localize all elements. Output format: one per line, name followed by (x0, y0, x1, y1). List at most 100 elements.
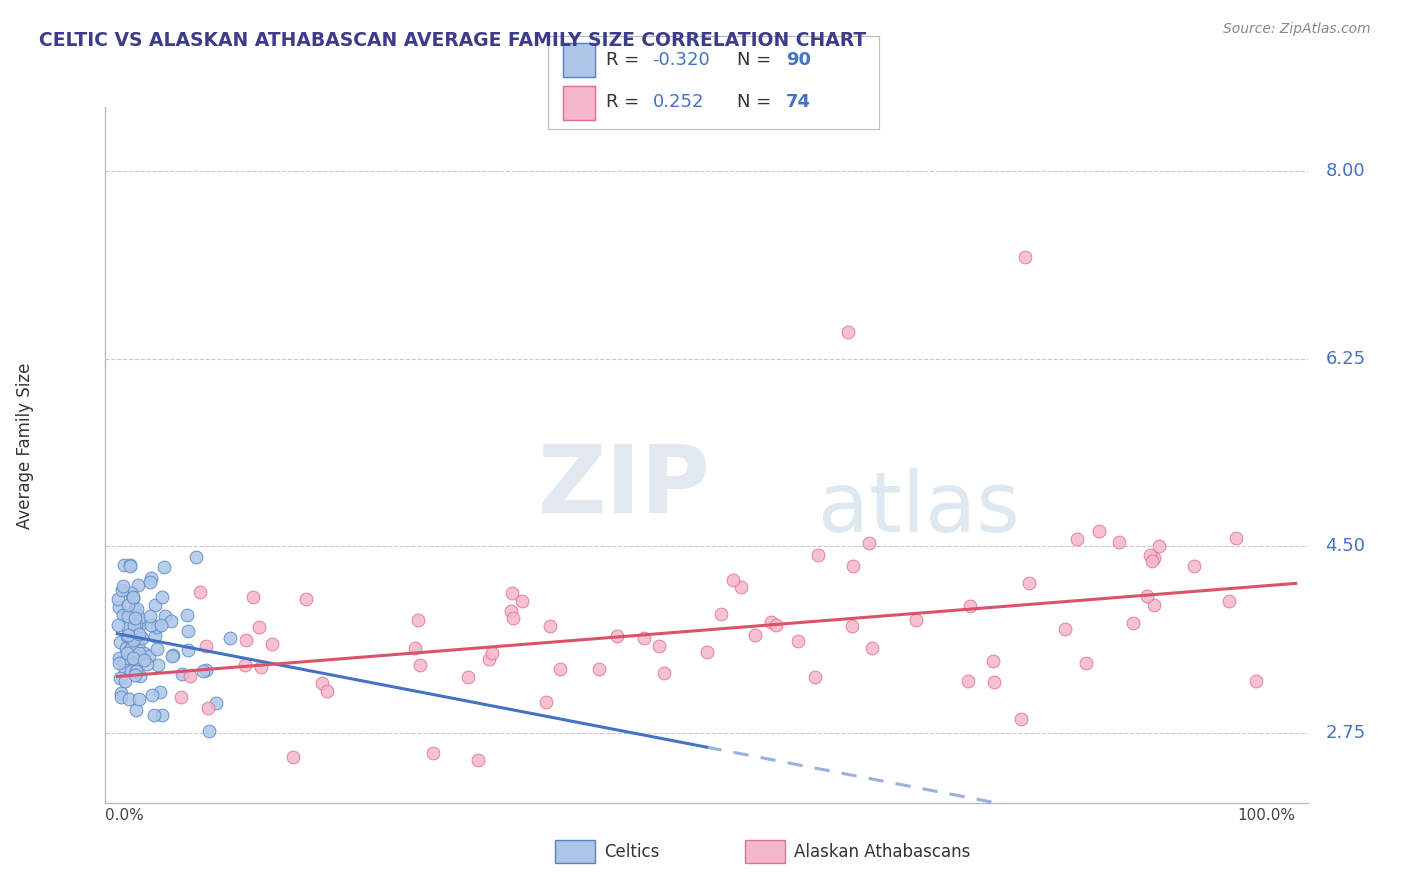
Point (723, 574, 745, 588)
Point (129, 668, 152, 682)
Point (260, 637, 283, 651)
Text: N =: N = (737, 93, 776, 112)
Point (1088, 524, 1111, 538)
Point (765, 618, 787, 632)
Point (1143, 551, 1166, 566)
Point (122, 632, 145, 647)
Point (179, 668, 201, 682)
Point (118, 692, 141, 706)
Point (134, 646, 156, 660)
Point (128, 611, 150, 625)
Point (107, 591, 129, 606)
Point (983, 675, 1005, 690)
Point (120, 607, 142, 621)
Point (132, 653, 155, 667)
Text: 100.0%: 100.0% (1237, 808, 1296, 823)
Bar (564, 87, 595, 120)
Point (150, 707, 173, 722)
Point (695, 645, 717, 659)
Point (129, 615, 152, 630)
Point (125, 624, 148, 638)
Point (652, 665, 675, 680)
Point (124, 632, 146, 647)
Point (127, 578, 149, 592)
Point (139, 571, 162, 585)
Text: 90: 90 (786, 51, 811, 69)
Point (124, 611, 146, 625)
Point (143, 629, 166, 643)
Point (143, 598, 166, 612)
Point (108, 671, 131, 685)
Point (149, 685, 172, 699)
Point (218, 632, 240, 646)
Point (1066, 533, 1088, 547)
Point (761, 615, 783, 629)
Point (131, 631, 153, 645)
Point (1147, 539, 1170, 553)
Point (124, 668, 146, 682)
Text: 0.0%: 0.0% (105, 808, 145, 823)
Point (108, 635, 131, 649)
Point (1244, 673, 1267, 688)
Point (135, 657, 157, 672)
Point (118, 559, 141, 574)
Text: Average Family Size: Average Family Size (17, 363, 34, 529)
Point (205, 696, 228, 710)
Point (120, 664, 142, 678)
Point (744, 628, 766, 642)
Text: N =: N = (737, 51, 776, 69)
Point (804, 670, 827, 684)
Text: Source: ZipAtlas.com: Source: ZipAtlas.com (1223, 22, 1371, 37)
Point (110, 583, 132, 598)
Point (1018, 576, 1040, 591)
Point (858, 535, 880, 549)
Point (120, 558, 142, 572)
Point (478, 652, 501, 666)
Point (117, 621, 139, 635)
Point (170, 690, 193, 704)
Point (422, 746, 444, 760)
Point (606, 629, 628, 643)
Point (235, 633, 257, 648)
Point (807, 548, 830, 562)
Point (1139, 549, 1161, 563)
Point (170, 667, 193, 681)
Point (125, 664, 148, 678)
Point (860, 641, 883, 656)
Point (176, 608, 198, 623)
Point (959, 599, 981, 613)
Point (730, 580, 752, 594)
Point (160, 648, 183, 663)
Text: Alaskan Athabascans: Alaskan Athabascans (794, 843, 970, 861)
Point (510, 594, 533, 608)
Point (125, 618, 148, 632)
Point (108, 656, 131, 670)
Text: 4.50: 4.50 (1326, 537, 1365, 555)
Point (153, 560, 176, 574)
Point (983, 654, 1005, 668)
Point (501, 604, 523, 618)
Point (122, 651, 145, 665)
Point (316, 684, 339, 698)
Point (112, 607, 135, 622)
Point (122, 618, 145, 632)
Point (141, 688, 163, 702)
Text: CELTIC VS ALASKAN ATHABASCAN AVERAGE FAMILY SIZE CORRELATION CHART: CELTIC VS ALASKAN ATHABASCAN AVERAGE FAM… (39, 31, 866, 50)
Point (191, 664, 214, 678)
Point (184, 549, 207, 564)
Point (146, 619, 169, 633)
Point (110, 686, 132, 700)
Point (139, 574, 162, 589)
Point (841, 618, 863, 632)
Text: 8.00: 8.00 (1326, 162, 1365, 180)
Point (188, 584, 211, 599)
Point (128, 627, 150, 641)
Point (467, 753, 489, 767)
Point (233, 658, 256, 673)
Point (481, 646, 503, 660)
Point (114, 663, 136, 677)
Text: 0.252: 0.252 (652, 93, 704, 112)
Point (1225, 531, 1247, 545)
Point (247, 620, 270, 634)
Point (1143, 598, 1166, 612)
